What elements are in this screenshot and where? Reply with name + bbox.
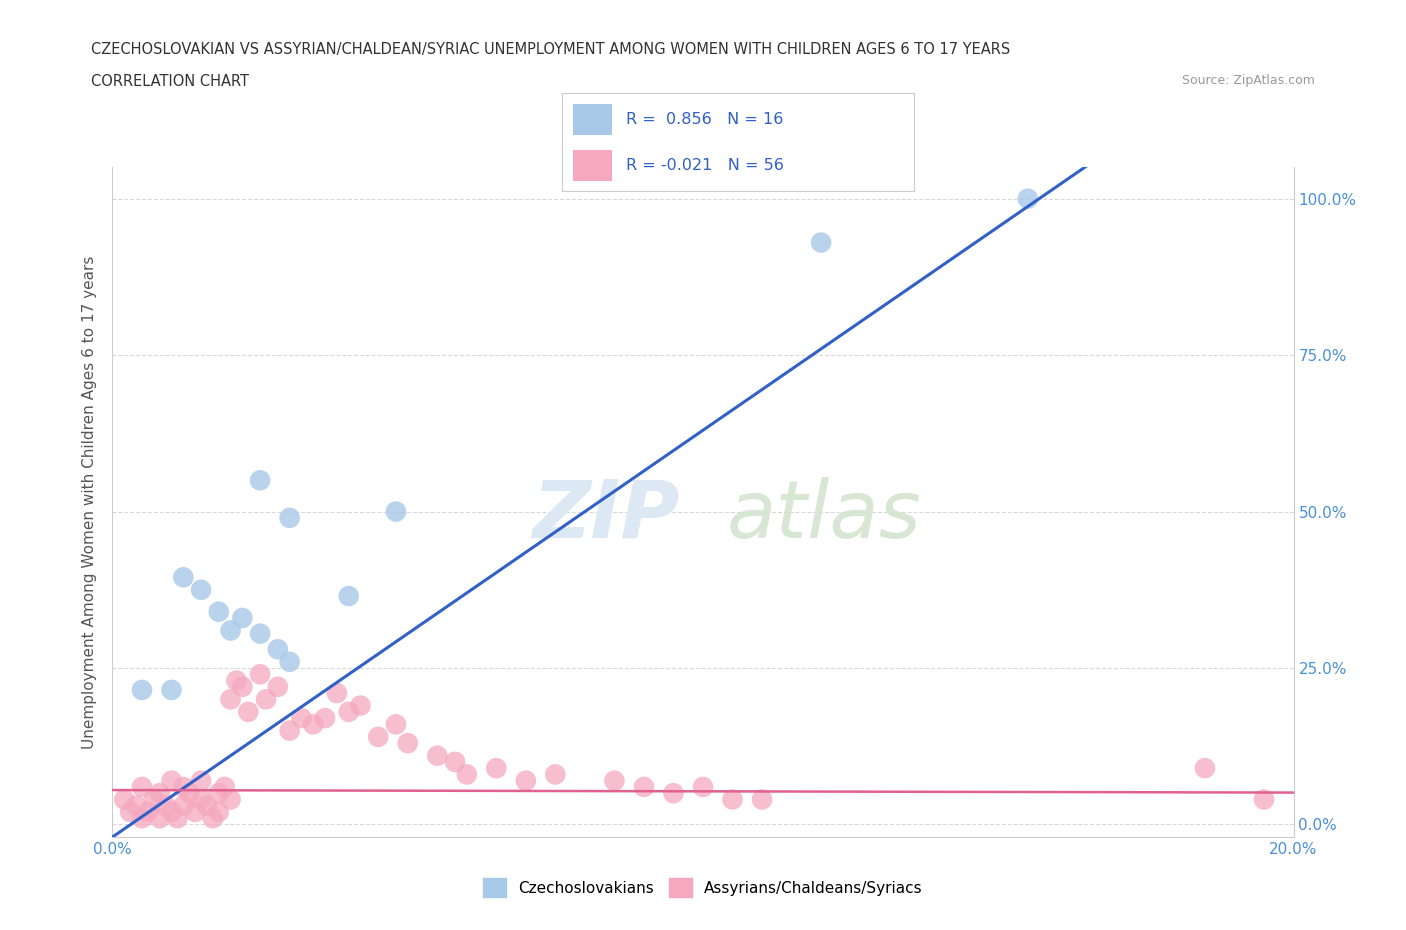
- Bar: [574, 104, 612, 135]
- Text: R = -0.021   N = 56: R = -0.021 N = 56: [626, 158, 783, 173]
- Point: [160, 683, 183, 698]
- Point: [120, 804, 142, 819]
- Point: [172, 798, 194, 813]
- Point: [810, 235, 832, 250]
- Point: [603, 773, 626, 788]
- Point: [160, 804, 183, 819]
- Point: [219, 623, 242, 638]
- Point: [238, 704, 260, 719]
- Point: [172, 570, 194, 585]
- Point: [208, 786, 231, 801]
- Point: [112, 792, 135, 807]
- Point: [131, 683, 153, 698]
- Point: [201, 811, 224, 826]
- Point: [142, 792, 165, 807]
- Point: [426, 749, 449, 764]
- Point: [219, 692, 242, 707]
- Point: [456, 767, 478, 782]
- Point: [219, 792, 242, 807]
- Point: [225, 673, 247, 688]
- Point: [267, 642, 290, 657]
- Point: [267, 680, 290, 695]
- Point: [249, 626, 271, 641]
- Point: [231, 680, 253, 695]
- Point: [190, 792, 212, 807]
- Point: [179, 786, 201, 801]
- Text: CZECHOSLOVAKIAN VS ASSYRIAN/CHALDEAN/SYRIAC UNEMPLOYMENT AMONG WOMEN WITH CHILDR: CZECHOSLOVAKIAN VS ASSYRIAN/CHALDEAN/SYR…: [91, 42, 1011, 57]
- Point: [544, 767, 567, 782]
- Text: Source: ZipAtlas.com: Source: ZipAtlas.com: [1181, 74, 1315, 87]
- Point: [367, 729, 389, 744]
- Point: [515, 773, 537, 788]
- Point: [149, 811, 172, 826]
- Y-axis label: Unemployment Among Women with Children Ages 6 to 17 years: Unemployment Among Women with Children A…: [82, 256, 97, 749]
- Point: [751, 792, 773, 807]
- Point: [444, 754, 467, 769]
- Text: CORRELATION CHART: CORRELATION CHART: [91, 74, 249, 89]
- Point: [149, 786, 172, 801]
- Point: [1194, 761, 1216, 776]
- Point: [131, 811, 153, 826]
- Point: [278, 511, 301, 525]
- Point: [131, 779, 153, 794]
- Point: [396, 736, 419, 751]
- Point: [485, 761, 508, 776]
- Point: [721, 792, 744, 807]
- Point: [208, 804, 231, 819]
- Point: [314, 711, 336, 725]
- Text: atlas: atlas: [727, 476, 921, 554]
- Point: [195, 798, 218, 813]
- Point: [278, 655, 301, 670]
- Point: [278, 724, 301, 738]
- Point: [633, 779, 655, 794]
- Point: [190, 773, 212, 788]
- Point: [136, 804, 159, 819]
- Point: [231, 610, 253, 625]
- Point: [337, 589, 360, 604]
- Point: [1017, 192, 1039, 206]
- Point: [1253, 792, 1275, 807]
- Point: [125, 798, 148, 813]
- Point: [184, 804, 207, 819]
- Text: ZIP: ZIP: [531, 476, 679, 554]
- Point: [692, 779, 714, 794]
- Point: [172, 779, 194, 794]
- Point: [337, 704, 360, 719]
- Point: [662, 786, 685, 801]
- Point: [249, 667, 271, 682]
- Point: [290, 711, 312, 725]
- Point: [326, 685, 349, 700]
- Point: [254, 692, 277, 707]
- Point: [385, 717, 408, 732]
- Point: [160, 773, 183, 788]
- Point: [155, 798, 177, 813]
- Point: [302, 717, 325, 732]
- Point: [385, 504, 408, 519]
- Point: [349, 698, 371, 713]
- Point: [166, 811, 188, 826]
- Text: R =  0.856   N = 16: R = 0.856 N = 16: [626, 112, 783, 126]
- Bar: [574, 150, 612, 180]
- Legend: Czechoslovakians, Assyrians/Chaldeans/Syriacs: Czechoslovakians, Assyrians/Chaldeans/Sy…: [477, 872, 929, 903]
- Point: [249, 472, 271, 487]
- Point: [190, 582, 212, 597]
- Point: [208, 604, 231, 619]
- Point: [214, 779, 236, 794]
